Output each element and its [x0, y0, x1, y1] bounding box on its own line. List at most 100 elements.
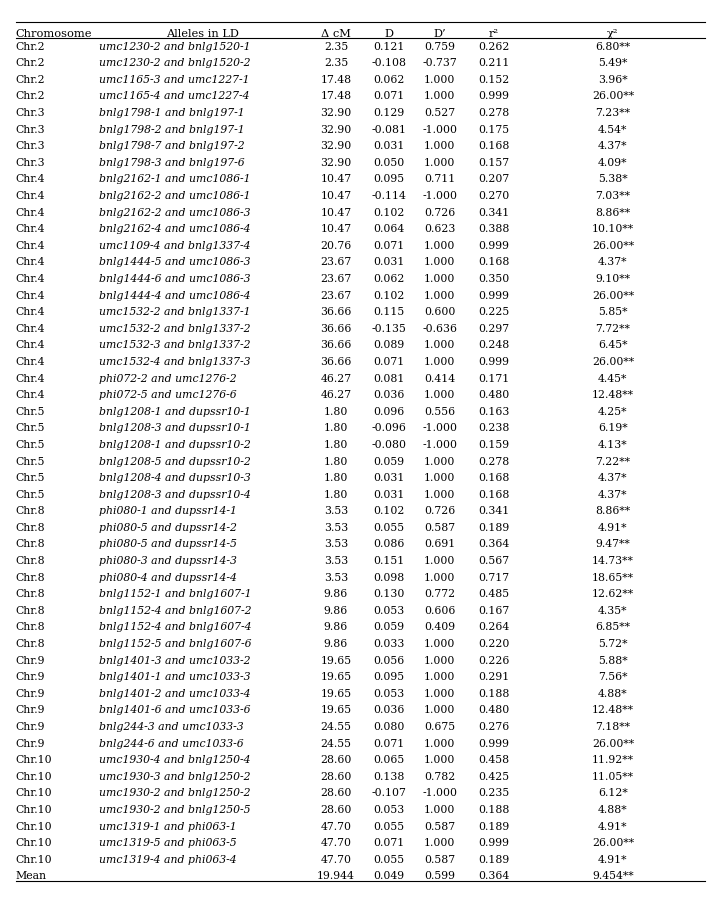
Text: 3.53: 3.53 — [324, 523, 348, 533]
Text: Chr.10: Chr.10 — [16, 788, 53, 798]
Text: 0.350: 0.350 — [478, 274, 510, 284]
Text: umc1165-4 and umc1227-4: umc1165-4 and umc1227-4 — [99, 91, 250, 101]
Text: Chr.4: Chr.4 — [16, 240, 45, 251]
Text: 3.53: 3.53 — [324, 506, 348, 517]
Text: 32.90: 32.90 — [320, 158, 352, 168]
Text: 0.999: 0.999 — [479, 240, 509, 251]
Text: 18.65**: 18.65** — [592, 572, 634, 583]
Text: 1.000: 1.000 — [424, 656, 456, 666]
Text: bnlg1401-6 and umc1033-6: bnlg1401-6 and umc1033-6 — [99, 705, 251, 716]
Text: 0.059: 0.059 — [373, 623, 404, 632]
Text: 0.071: 0.071 — [373, 738, 404, 749]
Text: 0.138: 0.138 — [373, 771, 404, 782]
Text: 0.129: 0.129 — [373, 108, 404, 118]
Text: 0.599: 0.599 — [425, 871, 455, 882]
Text: 9.454**: 9.454** — [592, 871, 634, 882]
Text: -1.000: -1.000 — [423, 125, 457, 135]
Text: 36.66: 36.66 — [320, 340, 352, 351]
Text: Chr.5: Chr.5 — [16, 490, 45, 500]
Text: 0.050: 0.050 — [373, 158, 404, 168]
Text: 0.168: 0.168 — [478, 257, 510, 267]
Text: 0.081: 0.081 — [373, 373, 404, 384]
Text: 1.000: 1.000 — [424, 158, 456, 168]
Text: 4.91*: 4.91* — [598, 855, 627, 865]
Text: 0.102: 0.102 — [373, 506, 404, 517]
Text: 0.089: 0.089 — [373, 340, 404, 351]
Text: 0.036: 0.036 — [373, 705, 404, 716]
Text: 5.72*: 5.72* — [598, 639, 627, 649]
Text: Chr.10: Chr.10 — [16, 755, 53, 765]
Text: Chr.4: Chr.4 — [16, 357, 45, 367]
Text: 23.67: 23.67 — [320, 274, 352, 284]
Text: Chr.4: Chr.4 — [16, 390, 45, 400]
Text: Chr.9: Chr.9 — [16, 738, 45, 749]
Text: 0.262: 0.262 — [478, 41, 510, 52]
Text: 0.587: 0.587 — [424, 855, 456, 865]
Text: 0.151: 0.151 — [373, 556, 404, 566]
Text: umc1319-4 and phi063-4: umc1319-4 and phi063-4 — [99, 855, 237, 865]
Text: 9.47**: 9.47** — [596, 539, 630, 550]
Text: Chr.10: Chr.10 — [16, 822, 53, 832]
Text: umc1532-3 and bnlg1337-2: umc1532-3 and bnlg1337-2 — [99, 340, 251, 351]
Text: Chr.4: Chr.4 — [16, 274, 45, 284]
Text: Chr.8: Chr.8 — [16, 572, 45, 583]
Text: 1.000: 1.000 — [424, 755, 456, 765]
Text: 7.23**: 7.23** — [596, 108, 630, 118]
Text: 0.480: 0.480 — [478, 390, 510, 400]
Text: -1.000: -1.000 — [423, 423, 457, 433]
Text: 1.000: 1.000 — [424, 240, 456, 251]
Text: 0.414: 0.414 — [424, 373, 456, 384]
Text: bnlg2162-2 and umc1086-3: bnlg2162-2 and umc1086-3 — [99, 207, 251, 218]
Text: 6.45*: 6.45* — [598, 340, 627, 351]
Text: -0.080: -0.080 — [371, 440, 407, 450]
Text: Alleles in LD: Alleles in LD — [167, 29, 239, 39]
Text: Chr.8: Chr.8 — [16, 506, 45, 517]
Text: 0.168: 0.168 — [478, 473, 510, 483]
Text: 0.409: 0.409 — [424, 623, 456, 632]
Text: umc1230-2 and bnlg1520-1: umc1230-2 and bnlg1520-1 — [99, 41, 251, 52]
Text: bnlg1208-4 and dupssr10-3: bnlg1208-4 and dupssr10-3 — [99, 473, 251, 483]
Text: 1.80: 1.80 — [324, 457, 348, 466]
Text: 0.062: 0.062 — [373, 74, 404, 85]
Text: 11.05**: 11.05** — [592, 771, 634, 782]
Text: 1.000: 1.000 — [424, 74, 456, 85]
Text: bnlg2162-2 and umc1086-1: bnlg2162-2 and umc1086-1 — [99, 191, 251, 201]
Text: 0.238: 0.238 — [478, 423, 510, 433]
Text: 12.48**: 12.48** — [592, 390, 634, 400]
Text: 0.276: 0.276 — [478, 722, 510, 732]
Text: 36.66: 36.66 — [320, 357, 352, 367]
Text: Mean: Mean — [16, 871, 47, 882]
Text: 0.175: 0.175 — [478, 125, 510, 135]
Text: 0.115: 0.115 — [373, 307, 404, 318]
Text: 1.000: 1.000 — [424, 457, 456, 466]
Text: bnlg1208-3 and dupssr10-4: bnlg1208-3 and dupssr10-4 — [99, 490, 251, 500]
Text: 0.364: 0.364 — [478, 871, 510, 882]
Text: Chr.4: Chr.4 — [16, 257, 45, 267]
Text: 0.055: 0.055 — [373, 523, 404, 533]
Text: phi072-5 and umc1276-6: phi072-5 and umc1276-6 — [99, 390, 237, 400]
Text: 9.86: 9.86 — [324, 589, 348, 599]
Text: 36.66: 36.66 — [320, 324, 352, 334]
Text: 0.071: 0.071 — [373, 838, 404, 849]
Text: 0.527: 0.527 — [424, 108, 456, 118]
Text: Chr.4: Chr.4 — [16, 207, 45, 218]
Text: 0.056: 0.056 — [373, 656, 404, 666]
Text: -0.114: -0.114 — [371, 191, 407, 201]
Text: 17.48: 17.48 — [320, 74, 352, 85]
Text: Chr.4: Chr.4 — [16, 224, 45, 234]
Text: bnlg1798-2 and bnlg197-1: bnlg1798-2 and bnlg197-1 — [99, 125, 245, 135]
Text: 0.031: 0.031 — [373, 141, 404, 152]
Text: 36.66: 36.66 — [320, 307, 352, 318]
Text: Chr.10: Chr.10 — [16, 771, 53, 782]
Text: D: D — [384, 29, 394, 39]
Text: umc1319-5 and phi063-5: umc1319-5 and phi063-5 — [99, 838, 237, 849]
Text: -0.107: -0.107 — [371, 788, 407, 798]
Text: 0.071: 0.071 — [373, 357, 404, 367]
Text: bnlg1798-3 and bnlg197-6: bnlg1798-3 and bnlg197-6 — [99, 158, 245, 168]
Text: 4.37*: 4.37* — [598, 490, 627, 500]
Text: Chr.8: Chr.8 — [16, 623, 45, 632]
Text: 10.10**: 10.10** — [592, 224, 634, 234]
Text: phi080-4 and dupssr14-4: phi080-4 and dupssr14-4 — [99, 572, 237, 583]
Text: bnlg1444-6 and umc1086-3: bnlg1444-6 and umc1086-3 — [99, 274, 251, 284]
Text: 4.54*: 4.54* — [598, 125, 627, 135]
